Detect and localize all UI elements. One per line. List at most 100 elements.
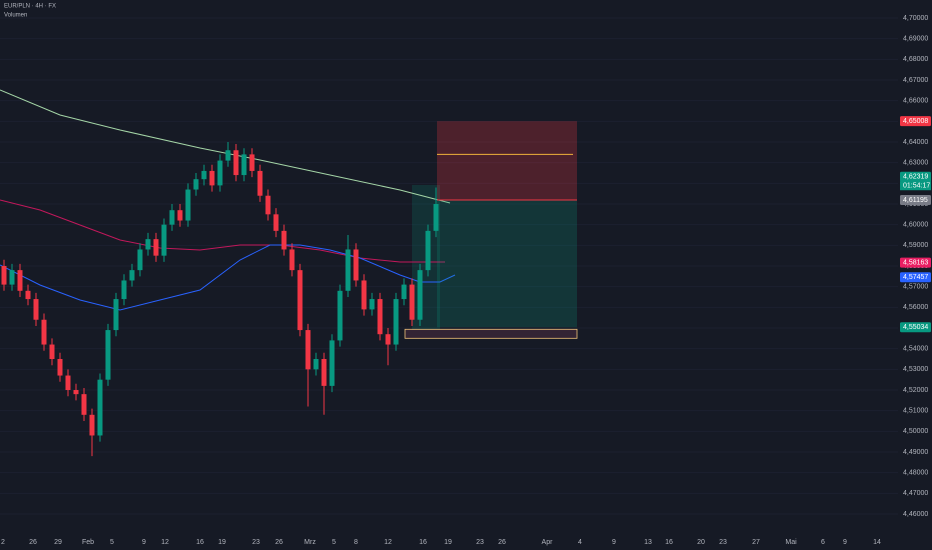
y-tick-label: 4,60000 (903, 222, 928, 229)
x-tick-label: 26 (275, 539, 283, 546)
candle-body (81, 394, 87, 415)
x-tick-label: 8 (354, 539, 358, 546)
candle-body (401, 284, 407, 300)
chart-subtitle: Volumen (4, 13, 27, 19)
candle-body (281, 230, 287, 250)
y-tick-label: 4,50000 (903, 428, 928, 435)
candle-body (425, 230, 431, 271)
x-tick-label: 5 (110, 539, 114, 546)
candle-body (377, 299, 383, 335)
price-label-box (900, 272, 931, 283)
candle-body (433, 203, 439, 231)
x-tick-label: 23 (252, 539, 260, 546)
x-tick-label: 23 (476, 539, 484, 546)
candle-body (329, 340, 335, 386)
price-label: 4,55034 (903, 324, 928, 331)
y-tick-label: 4,47000 (903, 490, 928, 497)
x-tick-label: 20 (697, 539, 705, 546)
y-tick-label: 4,49000 (903, 449, 928, 456)
candle-body (177, 210, 183, 221)
candle-body (169, 210, 175, 225)
x-tick-label: 12 (384, 539, 392, 546)
x-tick-label: Mrz (304, 539, 316, 546)
price-label-box (900, 322, 931, 333)
stop-zone (437, 121, 577, 200)
candle-body (145, 239, 151, 250)
price-label: 4,58163 (903, 259, 928, 266)
x-tick-label: 16 (665, 539, 673, 546)
candle-body (137, 249, 143, 271)
candle-body (321, 359, 327, 386)
price-label: 4,65008 (903, 118, 928, 125)
candle-body (337, 290, 343, 341)
price-label: 4,57457 (903, 274, 928, 281)
x-tick-label: 29 (54, 539, 62, 546)
price-label: 4,61195 (903, 197, 928, 204)
candle-body (1, 266, 7, 285)
candle-body (353, 249, 359, 281)
candles (1, 141, 439, 457)
candle-body (89, 414, 95, 436)
candle-body (57, 359, 63, 376)
candle-body (73, 390, 79, 395)
moving-average (0, 199, 445, 263)
y-tick-label: 4,56000 (903, 304, 928, 311)
x-tick-label: Apr (542, 539, 554, 546)
candle-body (41, 319, 47, 345)
candle-body (249, 154, 255, 171)
candle-body (217, 160, 223, 186)
candle-body (305, 330, 311, 370)
candle-body (409, 284, 415, 320)
x-tick-label: 16 (419, 539, 427, 546)
price-label-box (900, 171, 931, 182)
price-label-box (900, 257, 931, 268)
x-tick-label: Feb (82, 539, 94, 546)
x-tick-label: 19 (218, 539, 226, 546)
candle-body (297, 270, 303, 331)
candle-body (417, 270, 423, 320)
y-tick-label: 4,69000 (903, 35, 928, 42)
countdown: 01:54:17 (903, 183, 930, 190)
candle-body (225, 150, 231, 161)
x-tick-label: 26 (29, 539, 37, 546)
candle-body (33, 299, 39, 320)
y-tick-label: 4,51000 (903, 408, 928, 415)
candle-body (257, 170, 263, 196)
candle-body (201, 170, 207, 180)
range-box (404, 328, 578, 339)
y-tick-label: 4,59000 (903, 242, 928, 249)
position-tool (404, 121, 578, 339)
x-tick-label: 9 (843, 539, 847, 546)
candle-body (121, 280, 127, 300)
x-tick-label: 4 (578, 539, 582, 546)
x-tick-label: 14 (873, 539, 881, 546)
chart-title: EUR/PLN · 4H · FX (4, 4, 56, 10)
grid (0, 17, 898, 515)
price-label-box (900, 194, 931, 205)
y-tick-label: 4,53000 (903, 366, 928, 373)
x-tick-label: 23 (719, 539, 727, 546)
y-tick-label: 4,68000 (903, 56, 928, 63)
y-tick-label: 4,66000 (903, 97, 928, 104)
x-tick-label: 19 (444, 539, 452, 546)
candle-body (241, 154, 247, 176)
axes: 4,46000 4,47000 4,48000 4,49000 4,50000 4,510… (1, 15, 931, 546)
moving-average (0, 244, 456, 311)
countdown-box (900, 181, 931, 191)
x-tick-label: 26 (498, 539, 506, 546)
x-tick-label: 2 (1, 539, 5, 546)
candle-body (193, 179, 199, 190)
candle-body (345, 249, 351, 291)
x-tick-label: Mai (785, 539, 797, 546)
x-tick-label: 13 (644, 539, 652, 546)
candle-body (369, 299, 375, 310)
x-tick-label: 12 (161, 539, 169, 546)
candle-body (25, 290, 31, 300)
candle-body (65, 375, 71, 391)
candle-body (161, 224, 167, 256)
candle-body (9, 270, 15, 285)
candle-body (361, 280, 367, 310)
price-label-box (900, 116, 931, 127)
